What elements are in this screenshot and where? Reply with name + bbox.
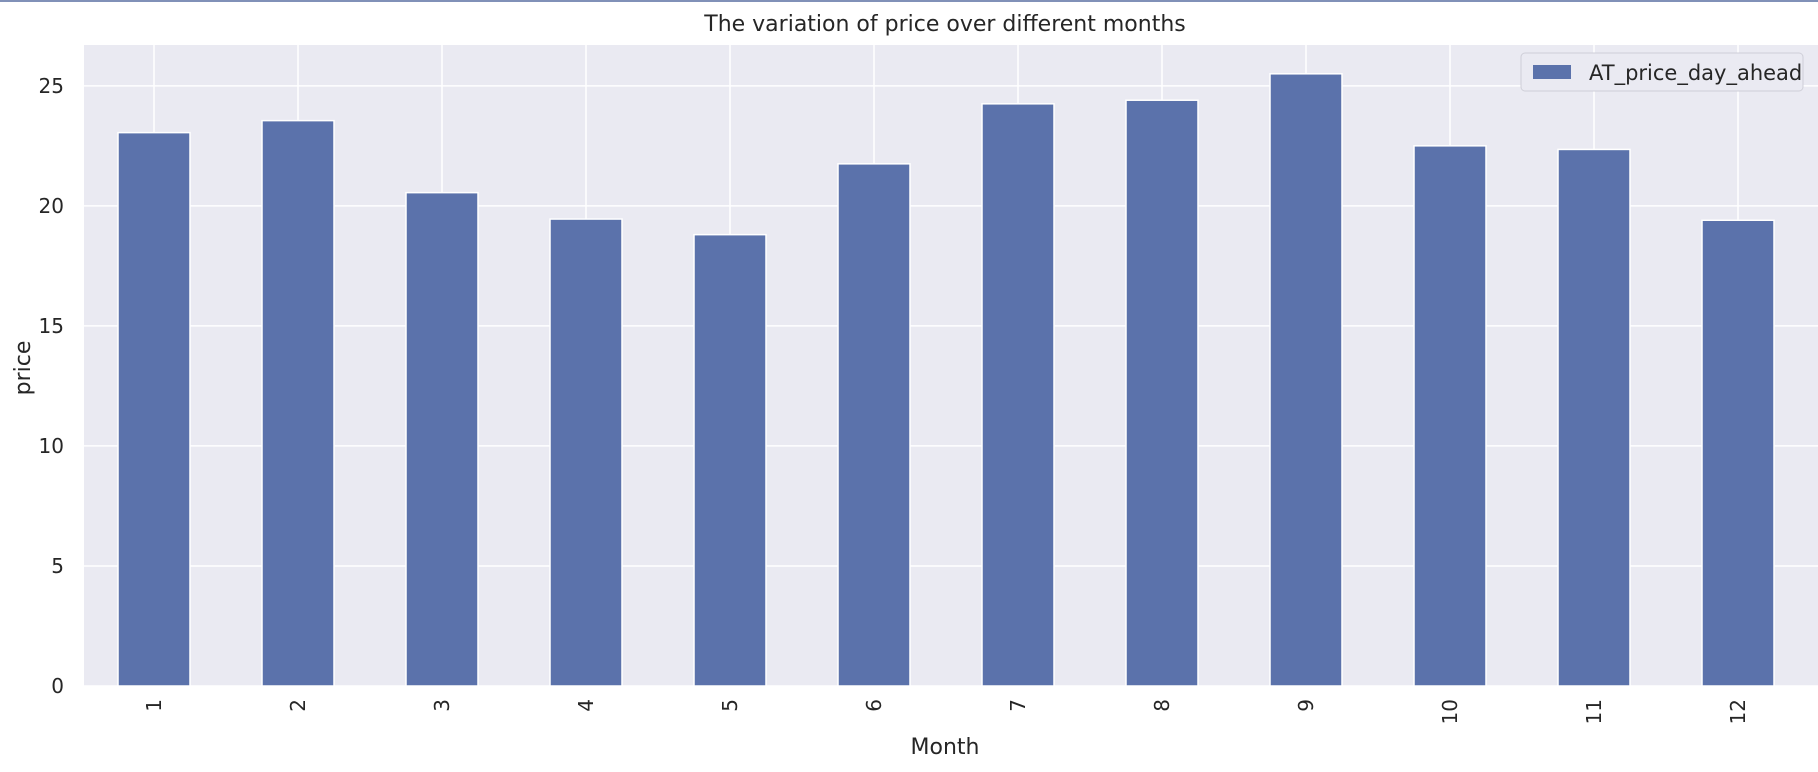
x-tick-label: 4 xyxy=(574,699,598,712)
x-tick-label: 11 xyxy=(1582,699,1606,724)
bar xyxy=(1125,99,1199,687)
bar xyxy=(549,218,623,687)
legend-box xyxy=(1520,52,1804,92)
x-tick-label: 8 xyxy=(1150,699,1174,712)
x-tick-label: 2 xyxy=(286,699,310,712)
bars xyxy=(117,73,1775,687)
y-tick-label: 10 xyxy=(39,434,64,458)
x-tick-label: 9 xyxy=(1294,699,1318,712)
plot-area xyxy=(84,45,1818,686)
bar xyxy=(117,131,191,687)
bar xyxy=(261,119,335,687)
bar xyxy=(837,163,911,687)
x-tick-label: 3 xyxy=(430,699,454,712)
x-tick-label: 7 xyxy=(1006,699,1030,712)
figure-top-border xyxy=(0,0,1818,2)
bar xyxy=(1413,145,1487,687)
x-tick-label: 1 xyxy=(142,699,166,712)
y-tick-label: 15 xyxy=(39,314,64,338)
bar xyxy=(981,103,1055,687)
legend-swatch xyxy=(1533,65,1571,79)
x-tick-label: 6 xyxy=(862,699,886,712)
x-tick-labels: 1 2 3 4 5 6 7 8 9 10 11 12 xyxy=(142,699,1750,724)
bar xyxy=(405,191,479,687)
bar xyxy=(1269,73,1343,687)
y-tick-label: 5 xyxy=(51,554,64,578)
legend-label: AT_price_day_ahead xyxy=(1589,61,1802,86)
bar xyxy=(1701,219,1775,687)
x-axis-title: Month xyxy=(911,735,980,760)
bar xyxy=(693,233,767,687)
x-tick-label: 12 xyxy=(1726,699,1750,724)
y-tick-label: 25 xyxy=(39,74,64,98)
y-tick-labels: 0 5 10 15 20 25 xyxy=(39,74,64,698)
bar xyxy=(1557,148,1631,687)
chart-title: The variation of price over different mo… xyxy=(703,12,1185,37)
y-tick-label: 0 xyxy=(51,674,64,698)
x-tick-label: 10 xyxy=(1438,699,1462,724)
legend: AT_price_day_ahead xyxy=(1520,52,1804,92)
y-axis-title: price xyxy=(11,341,36,396)
y-tick-label: 20 xyxy=(39,194,64,218)
x-tick-label: 5 xyxy=(718,699,742,712)
